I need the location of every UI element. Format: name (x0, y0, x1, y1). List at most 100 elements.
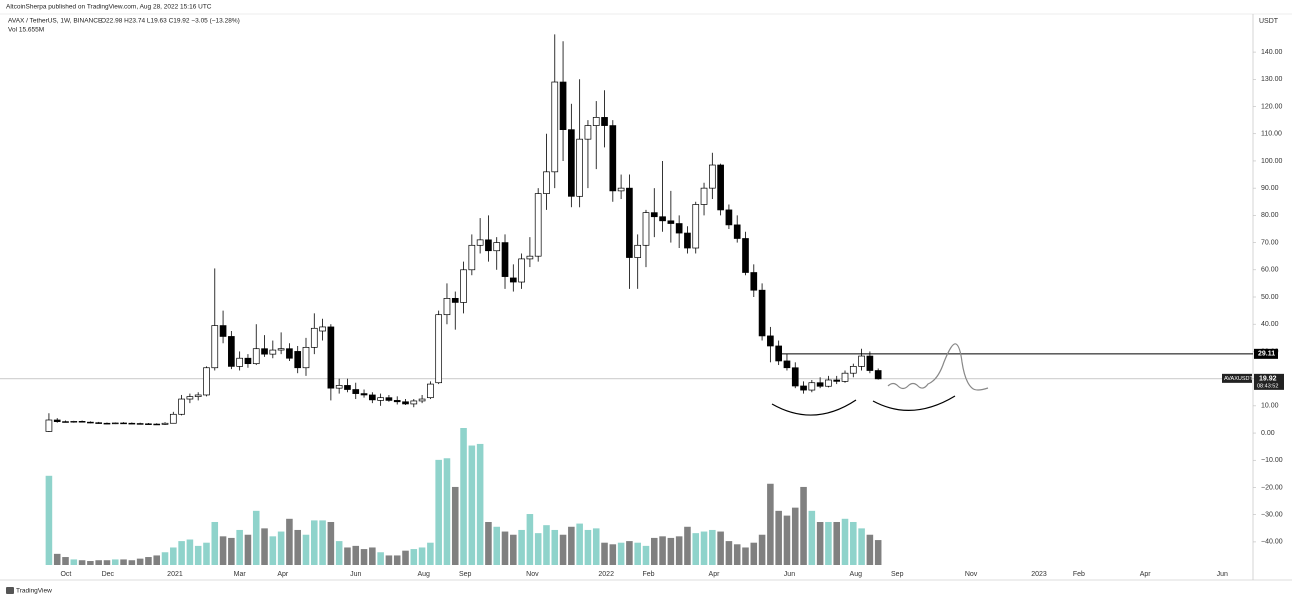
candle-body (302, 346, 310, 369)
volume-bar (534, 533, 542, 565)
volume-bar (95, 560, 102, 565)
volume-bar (675, 536, 683, 565)
volume-bar (261, 528, 268, 565)
projection-drawing (887, 343, 989, 391)
candle-body (667, 220, 675, 224)
candle-body (825, 379, 832, 387)
candle-body (543, 171, 550, 194)
volume-bar (501, 531, 509, 565)
candle-body (402, 401, 409, 405)
volume-bar (659, 536, 666, 565)
currency: USDT (1259, 18, 1279, 25)
x-tick-label: Aug (850, 571, 863, 578)
volume-bar (145, 557, 152, 565)
candle-body (518, 258, 525, 283)
candle-body (800, 385, 807, 391)
volume-bar (592, 528, 600, 565)
candle-body (128, 422, 136, 425)
candle-body (650, 212, 658, 218)
x-tick-label: Sep (891, 571, 904, 578)
candle-body (742, 238, 749, 273)
candle-body (53, 419, 61, 422)
volume-bar (485, 521, 492, 565)
candle-body (427, 383, 434, 399)
y-tick-label: 110.00 (1261, 131, 1282, 138)
candle-body (675, 223, 683, 234)
candle-body (219, 325, 227, 337)
volume-bar (211, 521, 219, 565)
volume-bar (526, 514, 534, 565)
candle-body (319, 326, 326, 332)
candle-body (443, 298, 451, 316)
candle-body (145, 423, 152, 425)
x-tick-label: Apr (709, 571, 721, 578)
candle-body (626, 187, 633, 258)
candle-body (476, 239, 484, 246)
volume-bar (427, 542, 434, 565)
candle-body (368, 394, 376, 401)
volume-bar (460, 428, 467, 565)
last-price-badge (1254, 373, 1284, 390)
candle-body (849, 366, 857, 374)
volume-bar (559, 534, 567, 565)
x-tick-label: Jun (784, 571, 795, 578)
y-tick-label: −40.00 (1261, 539, 1283, 546)
x-tick-label: Feb (1073, 571, 1085, 578)
volume-bar (244, 534, 252, 565)
candle-body (228, 336, 235, 367)
candle-body (692, 204, 700, 249)
candle-body (534, 193, 542, 257)
volume-bar (443, 458, 451, 565)
volume-bar (128, 560, 136, 565)
volume-bar (476, 443, 484, 565)
symbol: AVAX / TetherUS, 1W, BINANCE (8, 18, 103, 25)
hline-badge (1254, 348, 1278, 359)
volume-bar (53, 553, 61, 565)
y-tick-label: 40.00 (1261, 321, 1279, 328)
y-tick-label: 80.00 (1261, 212, 1279, 219)
volume-bar (277, 531, 285, 565)
candle-body (708, 164, 716, 189)
x-tick-label: Oct (60, 571, 71, 578)
x-tick-label: Apr (277, 571, 289, 578)
volume-bar (510, 534, 517, 565)
volume-bar (642, 545, 650, 565)
volume-bar (750, 542, 758, 565)
candle-body (136, 423, 144, 425)
volume-bar (584, 529, 592, 565)
candle-body (642, 212, 650, 246)
candle-body (269, 349, 277, 355)
volume-bar (385, 555, 393, 565)
candle-body (501, 242, 509, 277)
candle-body (335, 385, 343, 389)
volume-bar (709, 529, 716, 565)
ticker-label: AVAXUSDT (1224, 376, 1253, 382)
volume-bar (609, 544, 617, 565)
brand-logo (6, 587, 14, 594)
candle-body (252, 348, 260, 365)
publisher: AltcoinSherpa published on TradingView.c… (6, 4, 212, 11)
y-tick-label: 120.00 (1261, 103, 1283, 110)
volume-bar (568, 526, 575, 565)
candle-body (244, 357, 252, 365)
candle-body (700, 187, 708, 205)
volume-bar (70, 559, 78, 565)
candle-body (286, 348, 293, 359)
candle-body (62, 421, 69, 423)
candle-body (841, 372, 849, 382)
y-tick-label: 50.00 (1261, 294, 1279, 301)
volume-bar (111, 559, 119, 565)
candle-body (277, 348, 285, 351)
volume-bar (717, 531, 724, 565)
candle-body (601, 117, 608, 126)
volume-bar (402, 550, 409, 565)
candle-body (634, 244, 642, 258)
countdown: 08:43:52 (1257, 383, 1278, 389)
volume-bar (203, 542, 210, 565)
volume-bar (601, 542, 608, 565)
volume-bar (62, 557, 69, 565)
volume-bar (186, 539, 194, 565)
volume-bar (228, 537, 235, 565)
candle-body (435, 314, 443, 384)
y-tick-label: 140.00 (1261, 49, 1283, 56)
